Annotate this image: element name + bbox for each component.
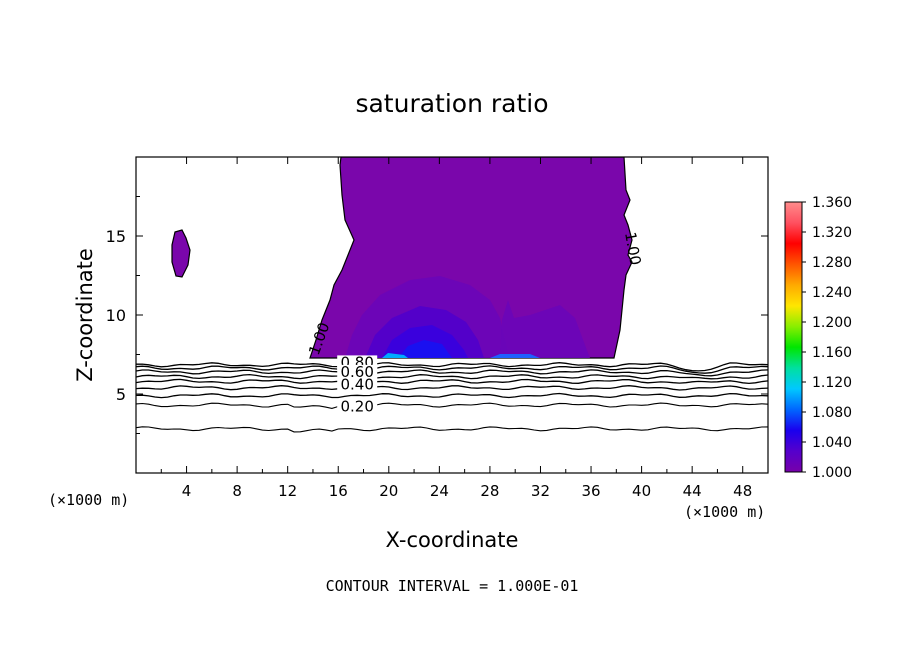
contour-lines [136, 362, 768, 433]
colorbar-tick-label: 1.080 [812, 405, 852, 421]
colorbar-tick-label: 1.200 [812, 315, 852, 331]
contour-line-0-9 [136, 362, 768, 372]
colorbar-tick-label: 1.120 [812, 375, 852, 391]
x-unit-right: (×1000 m) [684, 503, 765, 521]
contour-level-1-02b [500, 300, 590, 358]
contour-label-bg [337, 377, 378, 392]
y-tick-label: 10 [106, 306, 126, 325]
contour-line-0-1 [136, 426, 768, 433]
x-axis-label: X-coordinate [386, 528, 519, 552]
contour-label-bg [337, 399, 378, 414]
y-axis-label: Z-coordinate [73, 248, 97, 382]
colorbar-frame [784, 201, 803, 473]
colorbar-tick-label: 1.360 [812, 195, 852, 211]
contour-line-0-5 [136, 378, 768, 385]
contour-label: 1.00 [621, 231, 645, 267]
isolated-supersaturated-patch [171, 229, 191, 278]
x-tick-label: 20 [379, 482, 398, 500]
contour-interval-caption: CONTOUR INTERVAL = 1.000E-01 [326, 577, 579, 595]
x-axis: 4 8 12 16 20 24 28 32 36 40 44 48 [160, 157, 752, 500]
contour-level-1-08 [398, 340, 452, 358]
contour-line-0-6 [136, 373, 768, 380]
y-axis: 5 10 15 [106, 196, 768, 434]
contour-level-1-10b [490, 354, 540, 358]
contour-line-0-3 [136, 392, 768, 399]
colorbar-tick-label: 1.160 [812, 345, 852, 361]
contour-label: 0.40 [340, 376, 373, 394]
x-tick-label: 36 [581, 482, 600, 500]
contour-level-1-10 [382, 353, 408, 358]
colorbar-tick-label: 1.000 [812, 465, 852, 481]
colorbar-gradient [785, 202, 802, 472]
x-tick-label: 8 [232, 482, 242, 500]
colorbar-tick-label: 1.280 [812, 255, 852, 271]
x-tick-label: 32 [531, 482, 550, 500]
contour-line-0-8 [136, 365, 768, 374]
y-tick-label: 5 [116, 385, 126, 404]
x-tick-label: 40 [632, 482, 651, 500]
colorbar-tick-label: 1.040 [812, 435, 852, 451]
chart-title: saturation ratio [355, 89, 548, 118]
contour-label: 0.60 [340, 363, 373, 381]
colorbar-tick-label: 1.240 [812, 285, 852, 301]
contour-line-0-2 [136, 402, 768, 409]
x-tick-label: 12 [278, 482, 297, 500]
colorbar-ticks: 1.360 1.320 1.280 1.240 1.200 1.160 1.120 1.080… [802, 195, 852, 481]
contour-labels: 1.001.000.800.600.400.20 [305, 231, 644, 416]
contour-line-0-4 [136, 385, 768, 391]
contour-label: 0.20 [340, 398, 373, 416]
y-tick-label: 15 [106, 227, 126, 246]
contour-fill-layer [171, 157, 633, 359]
x-tick-label: 4 [182, 482, 192, 500]
colorbar: 1.360 1.320 1.280 1.240 1.200 1.160 1.120 1.080… [784, 195, 852, 481]
contour-label-bg [337, 364, 378, 379]
x-tick-label: 28 [480, 482, 499, 500]
x-unit-left: (×1000 m) [48, 491, 129, 509]
contour-line-0-7 [136, 369, 768, 377]
colorbar-tick-label: 1.320 [812, 225, 852, 241]
x-tick-label: 24 [430, 482, 449, 500]
x-tick-label: 16 [329, 482, 348, 500]
x-tick-label: 44 [683, 482, 702, 500]
x-tick-label: 48 [733, 482, 752, 500]
